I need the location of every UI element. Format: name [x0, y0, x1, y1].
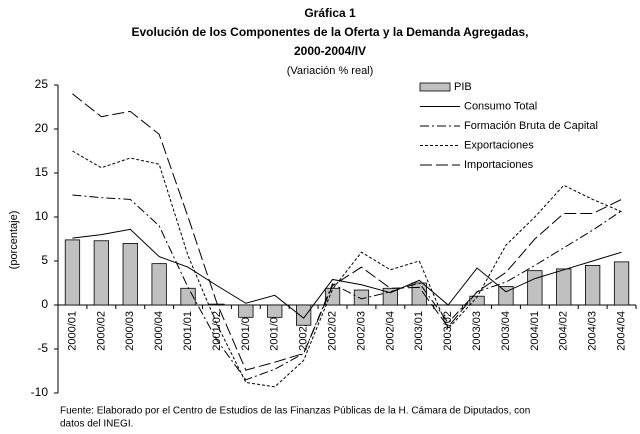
bar [267, 304, 283, 318]
bar [613, 261, 630, 306]
x-tick-label: 2002/04 [384, 311, 396, 351]
legend-label: PIB [454, 81, 472, 93]
x-tick-label: 2001/04 [269, 311, 281, 351]
chart-title: Gráfica 1 [304, 6, 356, 20]
bar [527, 270, 543, 306]
x-tick-label: 2000/02 [95, 311, 107, 351]
legend-label: Consumo Total [464, 100, 537, 112]
x-tick-label: 2000/01 [66, 311, 78, 351]
line [72, 194, 622, 381]
x-tick-label: 2002/02 [326, 311, 338, 351]
footnote: datos del INEGI. [60, 419, 133, 430]
line [72, 228, 622, 319]
legend-label: Formación Bruta de Capital [464, 120, 598, 132]
x-tick-label: 2004/03 [587, 311, 599, 351]
x-tick-label: 2003/04 [500, 311, 512, 351]
x-tick-label: 2003/03 [471, 311, 483, 351]
chart-title: 2000-2004/IV [294, 44, 366, 58]
x-tick-label: 2004/04 [615, 311, 627, 351]
y-tick-label: -10 [31, 385, 49, 399]
bar [296, 304, 312, 326]
bar [353, 289, 370, 306]
y-tick-label: 10 [35, 209, 49, 223]
legend-label: Importaciones [464, 159, 534, 171]
x-tick-label: 2000/04 [153, 311, 165, 351]
y-tick-label: -5 [37, 341, 48, 355]
y-tick-label: 20 [35, 121, 49, 135]
legend-label: Exportaciones [464, 139, 534, 151]
y-tick-label: 15 [35, 165, 49, 179]
bar [122, 242, 138, 306]
bar [498, 286, 514, 306]
x-tick-label: 2004/01 [529, 311, 541, 351]
x-tick-label: 2001/02 [211, 311, 223, 351]
chart-title: Evolución de los Componentes de la Ofert… [132, 25, 529, 39]
x-tick-label: 2001/01 [182, 311, 194, 351]
bar [64, 239, 81, 306]
y-axis-label: (porcentaje) [8, 211, 20, 270]
footnote: Fuente: Elaborado por el Centro de Estud… [60, 406, 530, 417]
y-tick-label: 5 [41, 253, 48, 267]
line [72, 150, 622, 388]
y-tick-label: 25 [35, 77, 49, 91]
bar [238, 304, 254, 318]
x-tick-label: 2000/03 [124, 311, 136, 351]
bar [556, 268, 572, 306]
line [72, 93, 622, 371]
bar [151, 263, 167, 306]
x-tick-label: 2002/03 [355, 311, 367, 351]
y-tick-label: 0 [41, 297, 48, 311]
x-tick-label: 2001/03 [240, 311, 252, 351]
legend-swatch [419, 82, 451, 92]
bar [585, 264, 601, 306]
x-tick-label: 2004/02 [558, 311, 570, 351]
bar [93, 240, 109, 306]
x-tick-label: 2003/01 [413, 311, 425, 351]
chart-subtitle: (Variación % real) [287, 65, 374, 77]
